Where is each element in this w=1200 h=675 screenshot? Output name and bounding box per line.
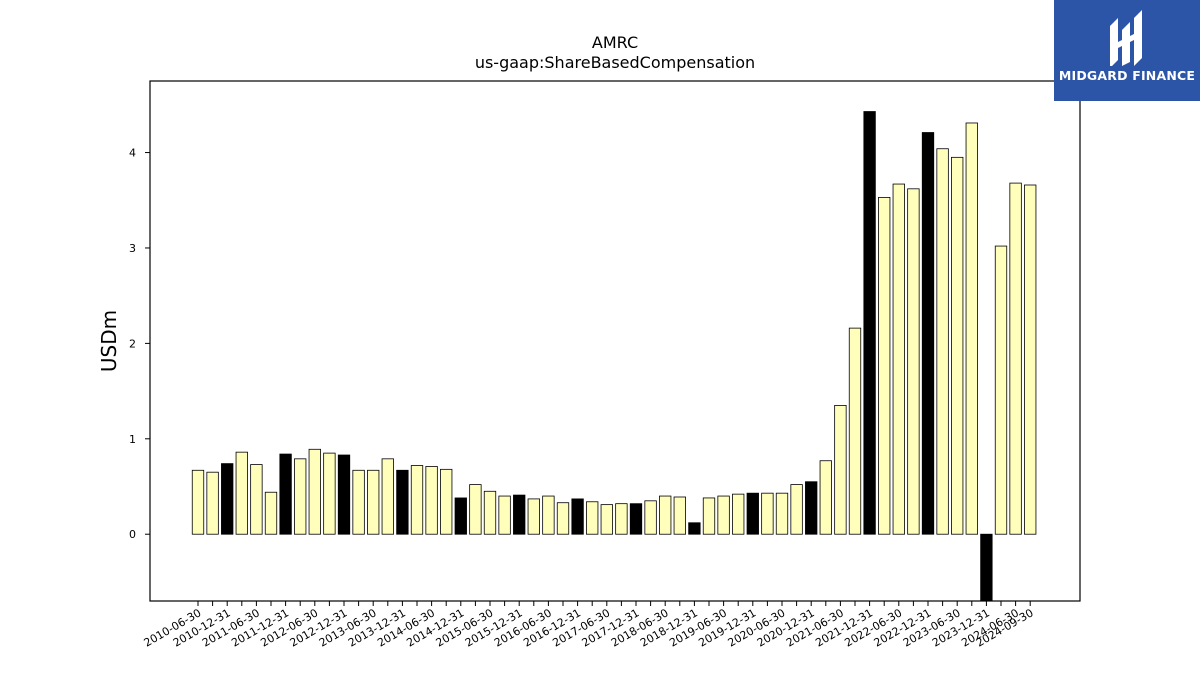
bar-2019-03-31	[702, 497, 716, 535]
bar-2014-03-31	[410, 465, 424, 535]
bar-2016-06-30	[542, 495, 555, 535]
bar-2011-03-31	[235, 451, 248, 535]
bar-2023-12-31	[980, 533, 993, 602]
bars-group	[191, 111, 1037, 602]
bar-2018-03-31	[644, 500, 657, 535]
bar-2010-09-30	[206, 471, 219, 535]
bar-2022-12-31	[921, 132, 935, 535]
bar-2022-09-30	[907, 188, 920, 535]
bar-2017-06-30	[600, 504, 613, 535]
bar-2022-06-30	[892, 183, 905, 535]
bar-2012-03-31	[294, 458, 307, 535]
bar-2019-09-30	[732, 493, 745, 535]
bar-2013-06-30	[367, 469, 380, 535]
bar-2021-03-31	[819, 460, 832, 535]
bar-2021-06-30	[834, 404, 847, 535]
bar-2019-06-30	[717, 495, 730, 535]
y-axis-label: USDm	[97, 310, 121, 372]
plot-frame	[149, 80, 1081, 602]
y-ticks-group: 0 1 2 3 4	[129, 147, 150, 541]
bar-2016-12-31	[571, 498, 584, 535]
bar-2018-09-30	[673, 496, 686, 535]
bar-2015-06-30	[483, 490, 497, 535]
bar-2017-09-30	[615, 503, 628, 535]
bar-2023-03-31	[936, 148, 949, 535]
bar-2015-12-31	[513, 494, 526, 535]
bar-2013-03-31	[352, 469, 365, 535]
y-tick-label: 3	[129, 242, 136, 255]
brand-mark-icon	[1110, 10, 1142, 66]
bar-2017-03-31	[586, 501, 599, 535]
bar-2012-06-30	[308, 448, 321, 535]
bar-2016-03-31	[527, 498, 540, 535]
chart-subtitle: us-gaap:ShareBasedCompensation	[475, 53, 755, 72]
bar-2024-03-31	[994, 245, 1008, 535]
brand-logo: MIDGARD FINANCE	[1054, 0, 1200, 101]
bar-2013-09-30	[381, 458, 394, 535]
bar-2011-06-30	[250, 464, 263, 535]
bar-2012-12-31	[337, 454, 351, 535]
bar-2016-09-30	[556, 502, 570, 535]
bar-2023-06-30	[951, 156, 964, 535]
bar-2019-12-31	[746, 492, 759, 535]
bar-2024-06-30	[1009, 182, 1022, 535]
bar-2011-12-31	[279, 453, 292, 535]
bar-2020-09-30	[790, 484, 803, 535]
bar-2018-12-31	[688, 522, 701, 535]
bar-2017-12-31	[629, 503, 643, 535]
y-tick-label: 0	[129, 528, 136, 541]
bar-2023-09-30	[965, 122, 978, 535]
bar-2021-12-31	[863, 111, 876, 535]
bar-2015-09-30	[498, 495, 511, 535]
bar-2024-09-30	[1024, 184, 1037, 535]
bar-2018-06-30	[659, 495, 672, 535]
y-tick-label: 2	[129, 337, 136, 350]
bar-2012-09-30	[323, 452, 336, 535]
bar-2014-12-31	[454, 497, 467, 535]
bar-2014-09-30	[440, 468, 453, 535]
bar-2020-12-31	[805, 481, 818, 535]
bar-2015-03-31	[469, 484, 482, 535]
bar-2020-03-31	[761, 492, 774, 535]
bar-2020-06-30	[775, 492, 789, 535]
brand-name: MIDGARD FINANCE	[1058, 68, 1196, 83]
bar-2010-12-31	[221, 463, 234, 535]
y-tick-label: 4	[129, 147, 136, 160]
bar-2014-06-30	[425, 466, 438, 535]
y-tick-label: 1	[129, 433, 136, 446]
bar-2022-03-31	[878, 196, 891, 535]
chart-title: AMRC	[592, 33, 638, 52]
bar-2021-09-30	[848, 327, 862, 535]
bar-2010-06-30	[191, 469, 205, 535]
bar-2013-12-31	[396, 469, 409, 535]
x-ticks-group: 2010-06-302010-12-312011-06-302011-12-31…	[142, 601, 1036, 650]
bar-2011-09-30	[264, 491, 278, 535]
